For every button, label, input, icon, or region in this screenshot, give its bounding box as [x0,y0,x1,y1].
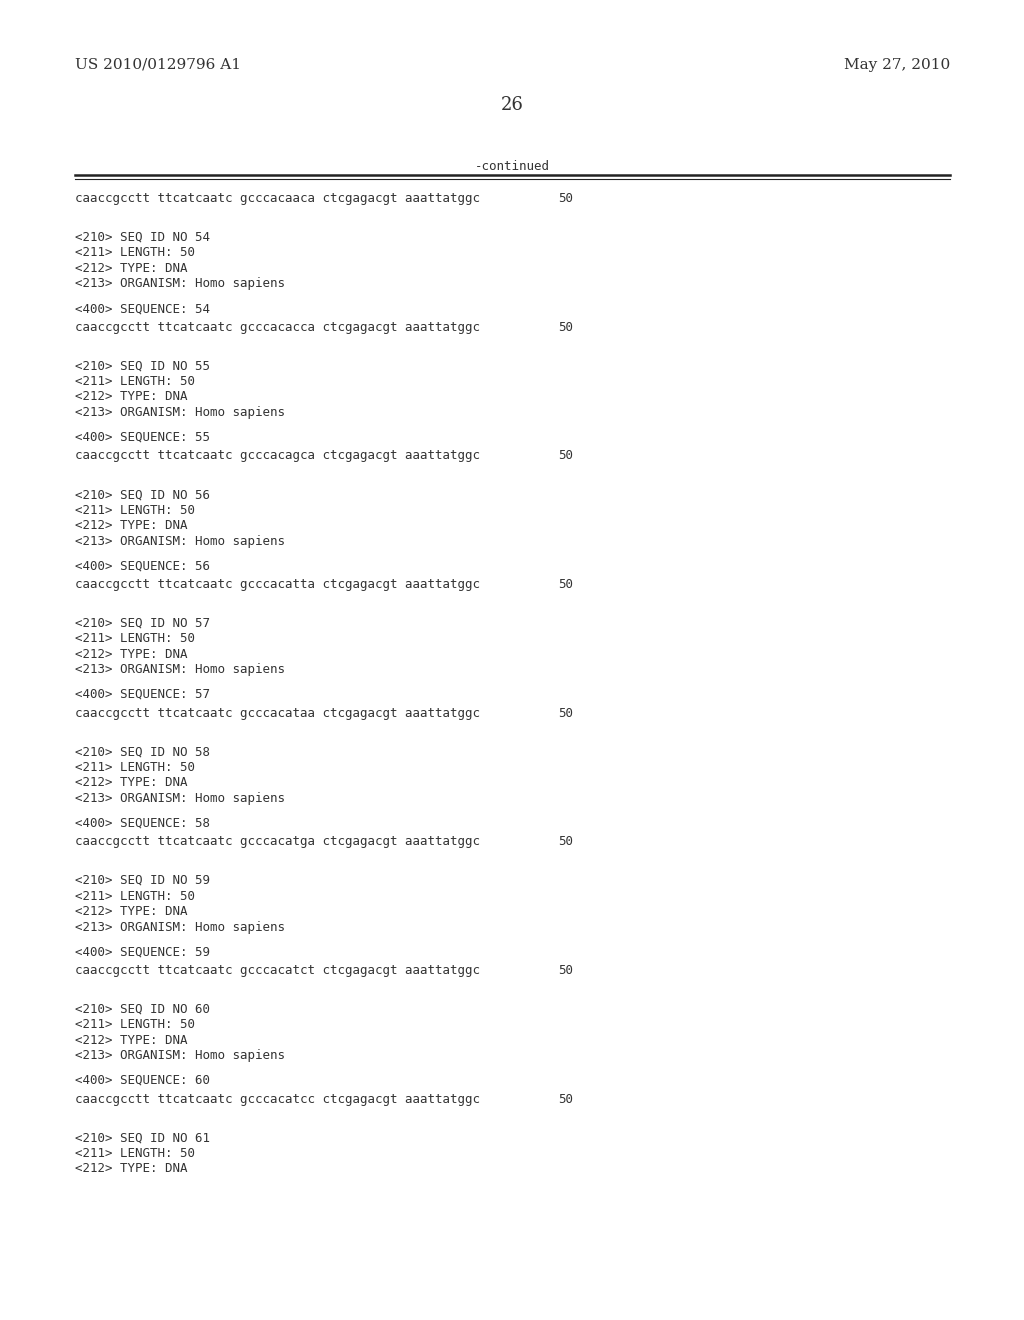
Text: <400> SEQUENCE: 60: <400> SEQUENCE: 60 [75,1074,210,1086]
Text: caaccgcctt ttcatcaatc gcccacatcc ctcgagacgt aaattatggc: caaccgcctt ttcatcaatc gcccacatcc ctcgaga… [75,1093,480,1106]
Text: 50: 50 [558,836,573,849]
Text: US 2010/0129796 A1: US 2010/0129796 A1 [75,58,241,73]
Text: <211> LENGTH: 50: <211> LENGTH: 50 [75,503,195,516]
Text: <211> LENGTH: 50: <211> LENGTH: 50 [75,247,195,259]
Text: 50: 50 [558,706,573,719]
Text: 50: 50 [558,321,573,334]
Text: <211> LENGTH: 50: <211> LENGTH: 50 [75,760,195,774]
Text: caaccgcctt ttcatcaatc gcccacacca ctcgagacgt aaattatggc: caaccgcctt ttcatcaatc gcccacacca ctcgaga… [75,321,480,334]
Text: <213> ORGANISM: Homo sapiens: <213> ORGANISM: Homo sapiens [75,1049,285,1063]
Text: <400> SEQUENCE: 56: <400> SEQUENCE: 56 [75,560,210,573]
Text: <213> ORGANISM: Homo sapiens: <213> ORGANISM: Homo sapiens [75,407,285,418]
Text: <212> TYPE: DNA: <212> TYPE: DNA [75,1034,187,1047]
Text: <211> LENGTH: 50: <211> LENGTH: 50 [75,1147,195,1160]
Text: <211> LENGTH: 50: <211> LENGTH: 50 [75,375,195,388]
Text: <212> TYPE: DNA: <212> TYPE: DNA [75,519,187,532]
Text: <211> LENGTH: 50: <211> LENGTH: 50 [75,1018,195,1031]
Text: <400> SEQUENCE: 57: <400> SEQUENCE: 57 [75,688,210,701]
Text: <210> SEQ ID NO 59: <210> SEQ ID NO 59 [75,874,210,887]
Text: <213> ORGANISM: Homo sapiens: <213> ORGANISM: Homo sapiens [75,663,285,676]
Text: 50: 50 [558,578,573,591]
Text: <210> SEQ ID NO 56: <210> SEQ ID NO 56 [75,488,210,502]
Text: <213> ORGANISM: Homo sapiens: <213> ORGANISM: Homo sapiens [75,277,285,290]
Text: May 27, 2010: May 27, 2010 [844,58,950,73]
Text: <212> TYPE: DNA: <212> TYPE: DNA [75,261,187,275]
Text: <400> SEQUENCE: 55: <400> SEQUENCE: 55 [75,430,210,444]
Text: <213> ORGANISM: Homo sapiens: <213> ORGANISM: Homo sapiens [75,920,285,933]
Text: <212> TYPE: DNA: <212> TYPE: DNA [75,776,187,789]
Text: <212> TYPE: DNA: <212> TYPE: DNA [75,1163,187,1175]
Text: 50: 50 [558,964,573,977]
Text: <210> SEQ ID NO 58: <210> SEQ ID NO 58 [75,746,210,759]
Text: <210> SEQ ID NO 60: <210> SEQ ID NO 60 [75,1003,210,1015]
Text: caaccgcctt ttcatcaatc gcccacatct ctcgagacgt aaattatggc: caaccgcctt ttcatcaatc gcccacatct ctcgaga… [75,964,480,977]
Text: <210> SEQ ID NO 55: <210> SEQ ID NO 55 [75,359,210,372]
Text: 26: 26 [501,96,523,114]
Text: -continued: -continued [474,160,550,173]
Text: <211> LENGTH: 50: <211> LENGTH: 50 [75,632,195,645]
Text: caaccgcctt ttcatcaatc gcccacaaca ctcgagacgt aaattatggc: caaccgcctt ttcatcaatc gcccacaaca ctcgaga… [75,191,480,205]
Text: 50: 50 [558,449,573,462]
Text: 50: 50 [558,191,573,205]
Text: <210> SEQ ID NO 54: <210> SEQ ID NO 54 [75,231,210,244]
Text: <210> SEQ ID NO 61: <210> SEQ ID NO 61 [75,1131,210,1144]
Text: <212> TYPE: DNA: <212> TYPE: DNA [75,391,187,404]
Text: caaccgcctt ttcatcaatc gcccacatga ctcgagacgt aaattatggc: caaccgcctt ttcatcaatc gcccacatga ctcgaga… [75,836,480,849]
Text: caaccgcctt ttcatcaatc gcccacagca ctcgagacgt aaattatggc: caaccgcctt ttcatcaatc gcccacagca ctcgaga… [75,449,480,462]
Text: <212> TYPE: DNA: <212> TYPE: DNA [75,906,187,917]
Text: <400> SEQUENCE: 54: <400> SEQUENCE: 54 [75,302,210,315]
Text: <213> ORGANISM: Homo sapiens: <213> ORGANISM: Homo sapiens [75,535,285,548]
Text: caaccgcctt ttcatcaatc gcccacataa ctcgagacgt aaattatggc: caaccgcctt ttcatcaatc gcccacataa ctcgaga… [75,706,480,719]
Text: <212> TYPE: DNA: <212> TYPE: DNA [75,648,187,661]
Text: 50: 50 [558,1093,573,1106]
Text: <400> SEQUENCE: 59: <400> SEQUENCE: 59 [75,945,210,958]
Text: <400> SEQUENCE: 58: <400> SEQUENCE: 58 [75,817,210,830]
Text: <211> LENGTH: 50: <211> LENGTH: 50 [75,890,195,903]
Text: caaccgcctt ttcatcaatc gcccacatta ctcgagacgt aaattatggc: caaccgcctt ttcatcaatc gcccacatta ctcgaga… [75,578,480,591]
Text: <213> ORGANISM: Homo sapiens: <213> ORGANISM: Homo sapiens [75,792,285,805]
Text: <210> SEQ ID NO 57: <210> SEQ ID NO 57 [75,616,210,630]
